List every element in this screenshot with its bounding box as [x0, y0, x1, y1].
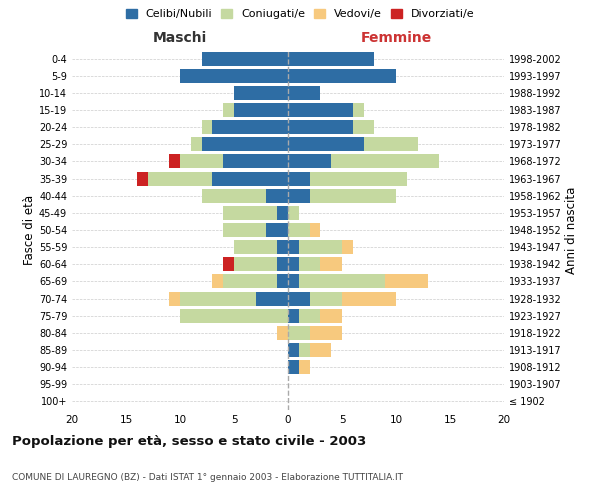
Text: Maschi: Maschi — [153, 31, 207, 45]
Bar — [299, 343, 310, 357]
Bar — [277, 326, 288, 340]
Bar — [223, 258, 234, 272]
Text: Femmine: Femmine — [361, 31, 431, 45]
Bar — [288, 120, 353, 134]
Bar — [234, 240, 277, 254]
Bar — [288, 360, 299, 374]
Bar — [223, 103, 234, 117]
Bar — [180, 154, 223, 168]
Bar — [310, 188, 396, 202]
Bar — [223, 206, 277, 220]
Bar — [277, 240, 288, 254]
Y-axis label: Fasce di età: Fasce di età — [23, 195, 36, 265]
Bar — [299, 240, 342, 254]
Bar — [148, 172, 212, 185]
Bar — [288, 103, 353, 117]
Bar — [288, 86, 320, 100]
Bar — [288, 258, 299, 272]
Bar — [256, 292, 288, 306]
Bar — [212, 274, 223, 288]
Bar — [288, 206, 299, 220]
Bar — [288, 274, 299, 288]
Bar — [310, 326, 342, 340]
Bar — [342, 240, 353, 254]
Bar — [277, 206, 288, 220]
Bar — [299, 258, 320, 272]
Bar — [169, 292, 180, 306]
Bar — [234, 103, 288, 117]
Bar — [310, 172, 407, 185]
Text: Popolazione per età, sesso e stato civile - 2003: Popolazione per età, sesso e stato civil… — [12, 435, 366, 448]
Bar — [320, 258, 342, 272]
Bar — [342, 292, 396, 306]
Bar — [288, 240, 299, 254]
Bar — [266, 223, 288, 237]
Bar — [310, 343, 331, 357]
Bar — [202, 188, 266, 202]
Legend: Celibi/Nubili, Coniugati/e, Vedovi/e, Divorziati/e: Celibi/Nubili, Coniugati/e, Vedovi/e, Di… — [122, 6, 478, 22]
Bar — [180, 292, 256, 306]
Bar — [277, 274, 288, 288]
Bar — [299, 308, 320, 322]
Bar — [212, 172, 288, 185]
Bar — [310, 292, 342, 306]
Text: COMUNE DI LAUREGNO (BZ) - Dati ISTAT 1° gennaio 2003 - Elaborazione TUTTITALIA.I: COMUNE DI LAUREGNO (BZ) - Dati ISTAT 1° … — [12, 472, 403, 482]
Bar — [288, 52, 374, 66]
Bar — [288, 172, 310, 185]
Bar — [288, 154, 331, 168]
Bar — [364, 138, 418, 151]
Bar — [385, 274, 428, 288]
Bar — [234, 86, 288, 100]
Bar — [223, 154, 288, 168]
Bar — [223, 274, 277, 288]
Bar — [212, 120, 288, 134]
Bar — [169, 154, 180, 168]
Bar — [202, 120, 212, 134]
Bar — [353, 120, 374, 134]
Bar — [223, 223, 266, 237]
Bar — [277, 258, 288, 272]
Bar — [288, 138, 364, 151]
Y-axis label: Anni di nascita: Anni di nascita — [565, 186, 578, 274]
Bar — [202, 52, 288, 66]
Bar — [191, 138, 202, 151]
Bar — [320, 308, 342, 322]
Bar — [299, 274, 385, 288]
Bar — [288, 68, 396, 82]
Bar — [180, 308, 288, 322]
Bar — [353, 103, 364, 117]
Bar — [137, 172, 148, 185]
Bar — [202, 138, 288, 151]
Bar — [288, 308, 299, 322]
Bar — [266, 188, 288, 202]
Bar — [310, 223, 320, 237]
Bar — [234, 258, 277, 272]
Bar — [288, 223, 310, 237]
Bar — [288, 343, 299, 357]
Bar — [288, 326, 310, 340]
Bar — [331, 154, 439, 168]
Bar — [180, 68, 288, 82]
Bar — [288, 188, 310, 202]
Bar — [288, 292, 310, 306]
Bar — [299, 360, 310, 374]
